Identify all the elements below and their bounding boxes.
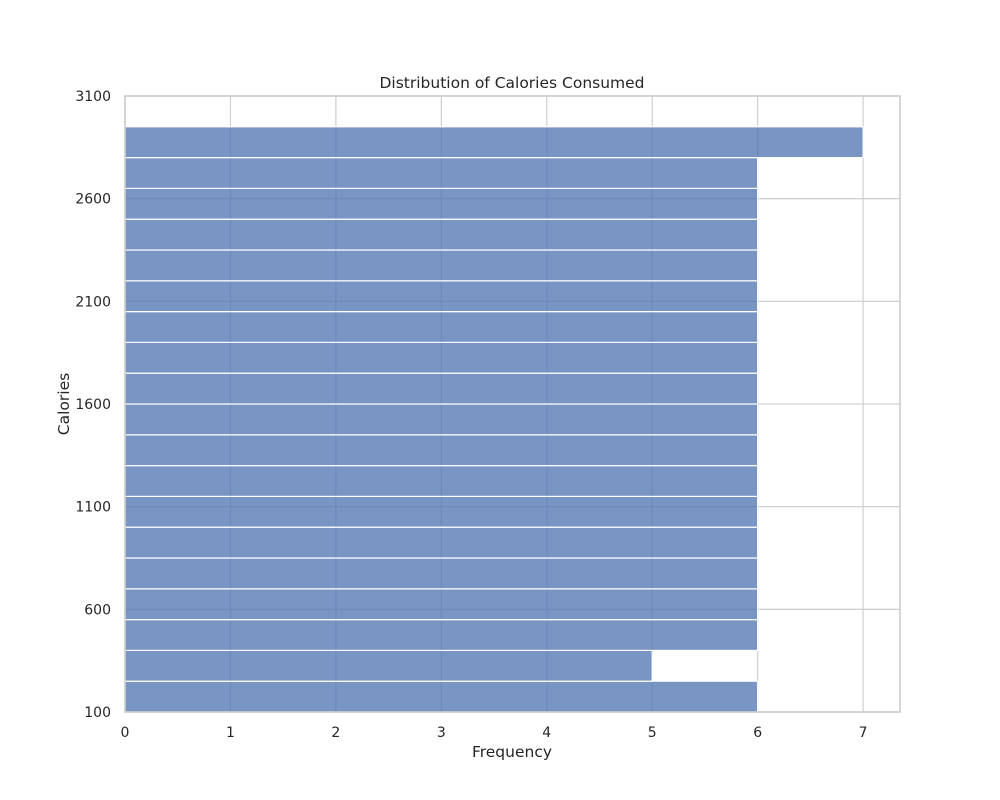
x-axis-ticks: 0 1 2 3 4 5 6 7 [121,725,868,741]
histogram-bar [124,557,759,590]
x-tick-label: 5 [648,725,657,741]
histogram-bar [124,680,759,713]
histogram-bar [124,526,759,559]
x-tick-label: 2 [331,725,340,741]
histogram-bar [124,157,759,190]
y-tick-label: 2100 [75,294,111,310]
x-tick-label: 4 [542,725,551,741]
histogram-bar [124,495,759,528]
histogram-bar [124,372,759,405]
x-tick-label: 1 [226,725,235,741]
histogram-bar [124,465,759,498]
x-tick-label: 6 [753,725,762,741]
y-axis-ticks: 100 600 1100 1600 2100 2600 3100 [75,89,111,721]
histogram-bar [124,588,759,621]
x-tick-label: 7 [859,725,868,741]
plot-frame [124,95,901,713]
histogram-bar [124,280,759,313]
histogram-bar [124,218,759,251]
y-tick-label: 100 [84,705,111,721]
y-tick-label: 2600 [75,192,111,208]
histogram-bar [124,649,653,682]
y-tick-label: 3100 [75,89,111,105]
histogram-bar [124,618,759,651]
y-tick-label: 600 [84,602,111,618]
x-tick-label: 3 [437,725,446,741]
histogram-bar [124,341,759,374]
histogram-bar [124,403,759,436]
histogram-bar [124,249,759,282]
y-axis-label: Calories [55,373,73,435]
y-tick-label: 1100 [75,500,111,516]
chart-title: Distribution of Calories Consumed [379,74,644,92]
histogram-bar [124,434,759,467]
y-tick-label: 1600 [75,397,111,413]
histogram-bars [124,126,864,713]
histogram-bar [124,311,759,344]
histogram-bar [124,187,759,220]
x-tick-label: 0 [121,725,130,741]
histogram-bar [124,126,864,159]
x-axis-label: Frequency [472,743,552,761]
